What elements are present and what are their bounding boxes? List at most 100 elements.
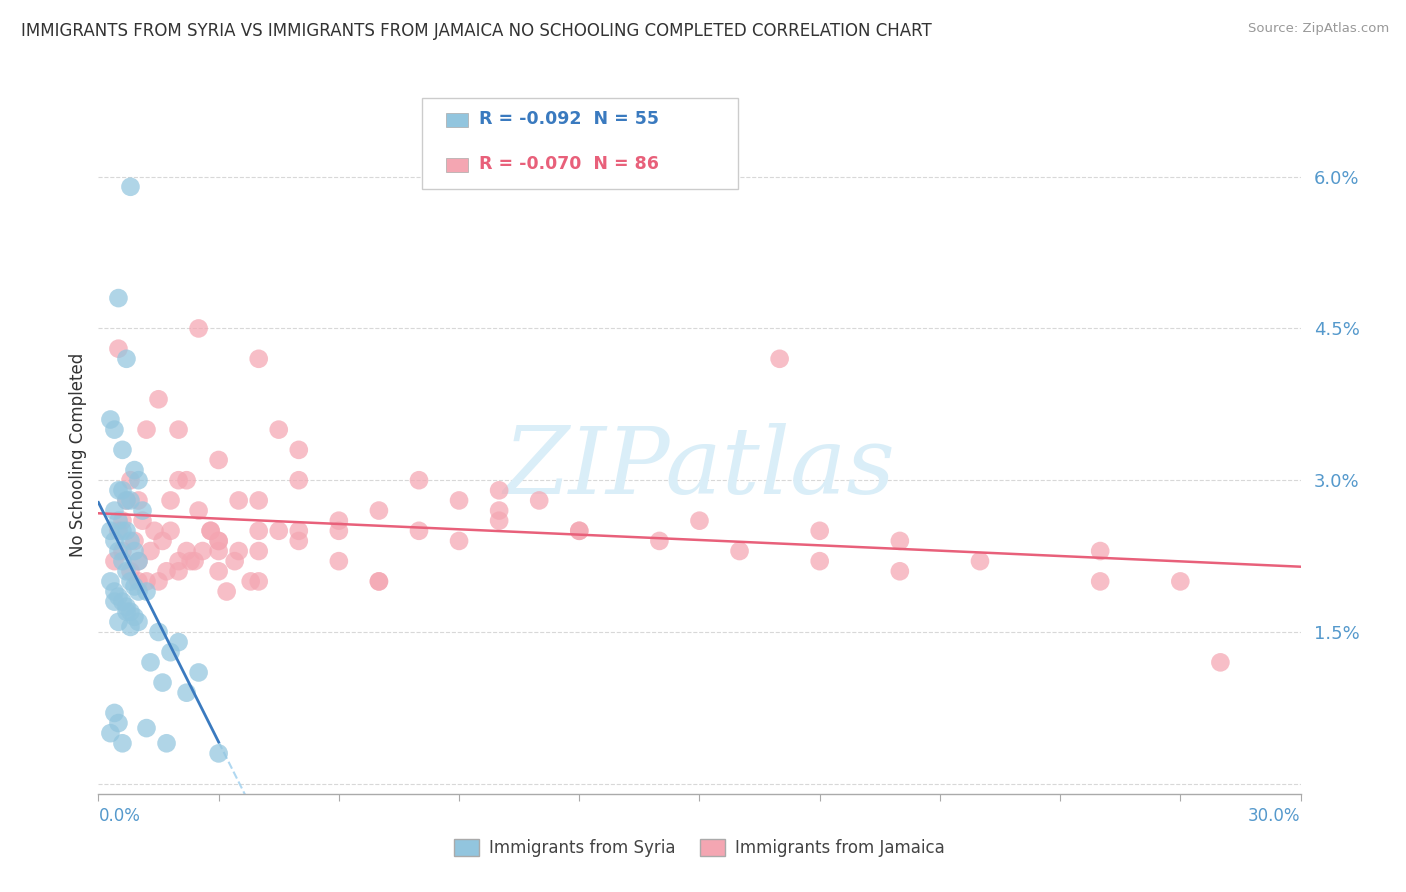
Point — [155, 736, 177, 750]
Point — [103, 503, 125, 517]
Point — [103, 594, 125, 608]
Point — [167, 635, 190, 649]
Point — [969, 554, 991, 568]
Point — [120, 620, 142, 634]
Point — [111, 594, 134, 608]
Point — [107, 590, 129, 604]
Point — [728, 544, 751, 558]
Point — [180, 554, 202, 568]
Point — [100, 574, 122, 589]
Point — [247, 524, 270, 538]
Point — [111, 514, 134, 528]
Point — [111, 442, 134, 457]
Point — [488, 503, 510, 517]
Point — [187, 321, 209, 335]
Point — [103, 554, 125, 568]
Point — [120, 179, 142, 194]
Point — [368, 574, 391, 589]
Point — [159, 493, 181, 508]
Point — [1088, 574, 1111, 589]
Point — [128, 584, 150, 599]
Text: R = -0.092  N = 55: R = -0.092 N = 55 — [479, 110, 659, 128]
Point — [200, 524, 222, 538]
Point — [200, 524, 222, 538]
Point — [115, 493, 138, 508]
Point — [228, 544, 250, 558]
Point — [167, 554, 190, 568]
Point — [135, 721, 157, 735]
Point — [176, 544, 198, 558]
Point — [115, 599, 138, 614]
Point — [148, 625, 170, 640]
Point — [328, 524, 350, 538]
Point — [183, 554, 205, 568]
Legend: Immigrants from Syria, Immigrants from Jamaica: Immigrants from Syria, Immigrants from J… — [447, 832, 952, 863]
Point — [107, 514, 129, 528]
Point — [103, 533, 125, 548]
Point — [152, 533, 174, 548]
Point — [408, 473, 430, 487]
Point — [208, 747, 231, 761]
Point — [120, 533, 142, 548]
Point — [135, 423, 157, 437]
Point — [488, 514, 510, 528]
Point — [808, 554, 831, 568]
Point — [228, 493, 250, 508]
Point — [408, 524, 430, 538]
Point — [239, 574, 262, 589]
Point — [131, 503, 153, 517]
Point — [688, 514, 710, 528]
Point — [100, 726, 122, 740]
Point — [167, 564, 190, 578]
Point — [328, 554, 350, 568]
Point — [187, 665, 209, 680]
Point — [167, 473, 190, 487]
Text: IMMIGRANTS FROM SYRIA VS IMMIGRANTS FROM JAMAICA NO SCHOOLING COMPLETED CORRELAT: IMMIGRANTS FROM SYRIA VS IMMIGRANTS FROM… — [21, 22, 932, 40]
Point — [287, 473, 309, 487]
Text: 0.0%: 0.0% — [98, 807, 141, 825]
Point — [155, 564, 177, 578]
Point — [1209, 656, 1232, 670]
Point — [111, 483, 134, 498]
Point — [267, 423, 290, 437]
Point — [135, 574, 157, 589]
Point — [120, 493, 142, 508]
Point — [368, 574, 391, 589]
Point — [111, 736, 134, 750]
Point — [167, 423, 190, 437]
Point — [159, 524, 181, 538]
Point — [128, 615, 150, 629]
Point — [247, 493, 270, 508]
Point — [247, 574, 270, 589]
Point — [124, 544, 146, 558]
Point — [208, 533, 231, 548]
Point — [768, 351, 790, 366]
Point — [124, 609, 146, 624]
Point — [128, 493, 150, 508]
Point — [529, 493, 551, 508]
Point — [103, 706, 125, 720]
Point — [187, 503, 209, 517]
Point — [120, 605, 142, 619]
Text: 30.0%: 30.0% — [1249, 807, 1301, 825]
Point — [176, 686, 198, 700]
Point — [103, 584, 125, 599]
Point — [148, 392, 170, 407]
Point — [128, 574, 150, 589]
Point — [287, 524, 309, 538]
Point — [247, 351, 270, 366]
Point — [115, 564, 138, 578]
Point — [139, 544, 162, 558]
Point — [135, 584, 157, 599]
Point — [100, 524, 122, 538]
Point — [139, 656, 162, 670]
Point — [191, 544, 214, 558]
Point — [111, 554, 134, 568]
Point — [328, 514, 350, 528]
Point — [111, 544, 134, 558]
Point — [224, 554, 246, 568]
Point — [267, 524, 290, 538]
Point — [152, 675, 174, 690]
Text: Source: ZipAtlas.com: Source: ZipAtlas.com — [1249, 22, 1389, 36]
Point — [287, 442, 309, 457]
